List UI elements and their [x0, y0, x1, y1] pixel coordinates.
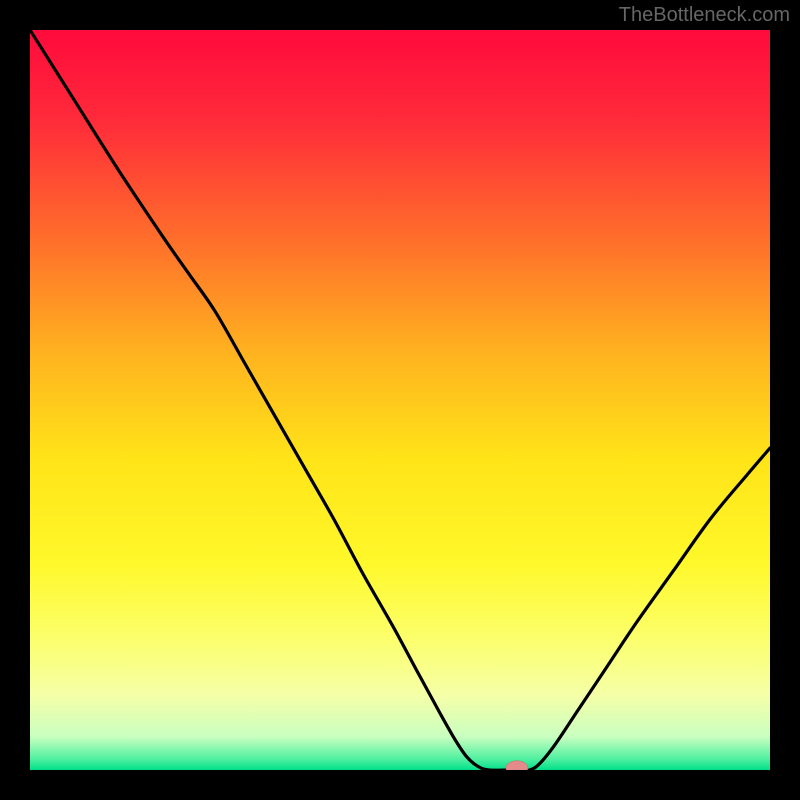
- plot-area: [30, 30, 770, 770]
- watermark-text: TheBottleneck.com: [619, 4, 790, 27]
- chart-svg: [30, 30, 770, 770]
- gradient-rect: [30, 30, 770, 770]
